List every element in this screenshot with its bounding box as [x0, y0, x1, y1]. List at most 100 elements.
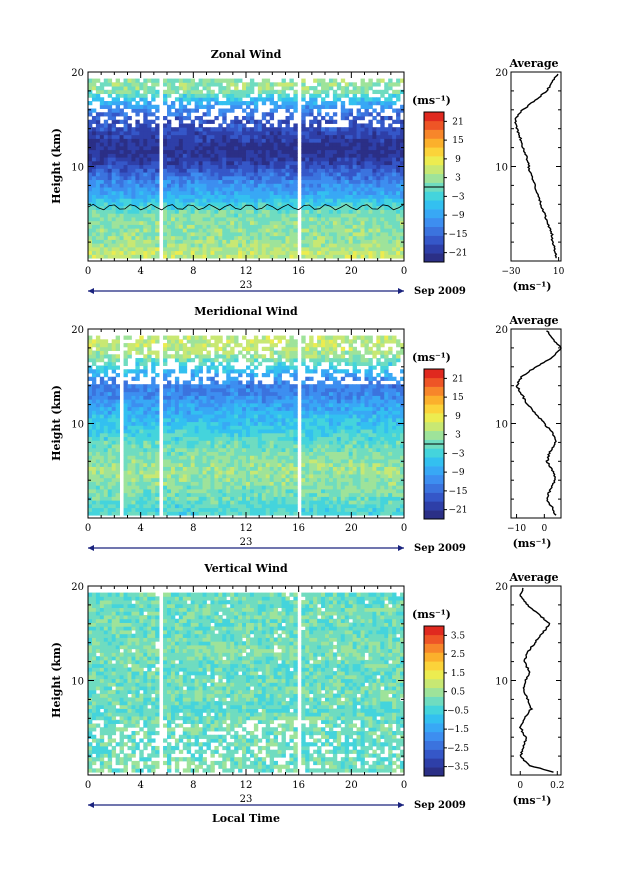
heatmap-cell — [167, 213, 172, 218]
heatmap-cell — [135, 395, 140, 400]
heatmap-cell — [174, 153, 180, 158]
heatmap-cell — [182, 250, 188, 255]
heatmap-cell — [123, 372, 128, 378]
heatmap-cell — [202, 470, 207, 475]
heatmap-cell — [194, 198, 199, 203]
heatmap-cell — [99, 209, 105, 214]
heatmap-cell — [198, 361, 203, 366]
heatmap-cell — [368, 157, 373, 162]
heatmap-cell — [222, 369, 227, 374]
heatmap-cell — [115, 194, 120, 199]
heatmap-cell — [356, 149, 361, 154]
profile-line — [514, 73, 559, 259]
heatmap-cell — [226, 187, 231, 192]
heatmap-cell — [234, 179, 239, 184]
heatmap-cell — [321, 235, 326, 240]
heatmap-cell — [170, 444, 176, 449]
heatmap-cell — [178, 361, 184, 366]
heatmap-cell — [376, 250, 381, 255]
heatmap-cell — [392, 202, 397, 207]
heatmap-cell — [332, 228, 338, 233]
heatmap-cell — [91, 216, 97, 222]
heatmap-cell — [194, 466, 199, 471]
heatmap-cell — [325, 228, 330, 233]
heatmap-cell — [131, 343, 136, 348]
heatmap-cell — [352, 149, 357, 154]
heatmap-cell — [115, 343, 120, 348]
heatmap-cell — [261, 179, 267, 184]
heatmap-cell — [238, 157, 243, 162]
heatmap-cell — [147, 190, 152, 195]
heatmap-cell — [265, 93, 271, 98]
heatmap-cell — [115, 421, 120, 426]
heatmap-cell — [155, 108, 160, 113]
heatmap-cell — [238, 153, 243, 158]
heatmap-cell — [123, 243, 128, 248]
heatmap-cell — [242, 250, 247, 255]
heatmap-cell — [289, 157, 294, 162]
heatmap-cell — [218, 346, 223, 352]
heatmap-cell — [356, 86, 361, 91]
heatmap-cell — [139, 202, 144, 207]
heatmap-cell — [123, 447, 128, 452]
heatmap-cell — [317, 216, 322, 222]
heatmap-cell — [376, 187, 381, 192]
heatmap-cell — [178, 354, 184, 359]
heatmap-cell — [214, 369, 219, 374]
heatmap-cell — [167, 473, 172, 479]
heatmap-cell — [115, 86, 120, 91]
heatmap-cell — [155, 410, 160, 415]
heatmap-cell — [392, 101, 397, 106]
heatmap-cell — [234, 164, 239, 169]
heatmap-cell — [147, 250, 152, 255]
heatmap-cell — [242, 198, 247, 203]
heatmap-cell — [261, 78, 267, 83]
heatmap-cell — [135, 246, 140, 252]
heatmap-cell — [321, 149, 326, 154]
heatmap-cell — [325, 164, 330, 169]
heatmap-cell — [107, 205, 113, 210]
heatmap-cell — [147, 447, 152, 452]
heatmap-cell — [265, 239, 271, 244]
heatmap-cell — [214, 160, 219, 166]
heatmap-cell — [167, 391, 172, 396]
heatmap-cell — [123, 190, 128, 195]
heatmap-cell — [368, 228, 373, 233]
heatmap-cell — [170, 78, 176, 83]
heatmap-cell — [332, 138, 338, 143]
heatmap-cell — [214, 395, 219, 400]
heatmap-cell — [328, 172, 334, 177]
heatmap-cell — [167, 346, 172, 352]
heatmap-cell — [364, 246, 369, 252]
heatmap-cell — [206, 444, 211, 449]
heatmap-cell — [249, 134, 255, 139]
heatmap-cell — [182, 216, 188, 222]
heatmap-cell — [242, 202, 247, 207]
heatmap-cell — [348, 138, 354, 143]
heatmap-cell — [246, 235, 251, 240]
heatmap-cell — [139, 194, 144, 199]
heatmap-cell — [135, 462, 140, 467]
heatmap-cell — [143, 399, 148, 404]
heatmap-cell — [210, 387, 215, 393]
colorbar-tick-label: −3 — [451, 192, 465, 202]
heatmap-cell — [174, 440, 180, 445]
heatmap-cell — [95, 209, 101, 214]
heatmap-cell — [368, 246, 373, 252]
heatmap-cell — [222, 216, 227, 222]
heatmap-cell — [376, 164, 381, 169]
heatmap-cell — [321, 153, 326, 158]
heatmap-cell — [281, 97, 286, 102]
heatmap-cell — [206, 354, 211, 359]
heatmap-cell — [91, 172, 97, 177]
heatmap-cell — [285, 228, 290, 233]
heatmap-cell — [210, 216, 215, 222]
heatmap-cell — [222, 160, 227, 166]
heatmap-cell — [111, 488, 117, 494]
heatmap-cell — [273, 183, 278, 188]
heatmap-cell — [265, 243, 271, 248]
heatmap-cell — [88, 432, 93, 438]
heatmap-cell — [293, 235, 298, 240]
heatmap-cell — [163, 335, 168, 340]
heatmap-cell — [151, 112, 156, 117]
